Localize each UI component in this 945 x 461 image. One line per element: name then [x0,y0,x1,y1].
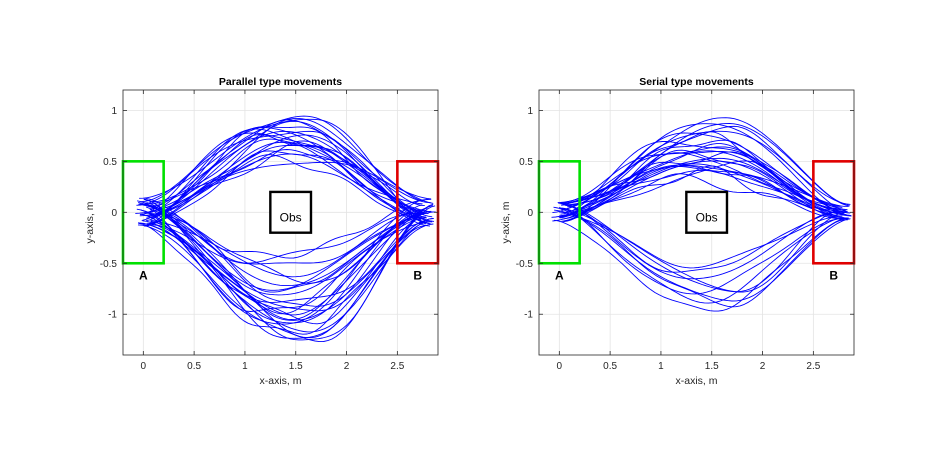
chart-title: Parallel type movements [219,76,342,88]
trajectory-line [143,199,421,321]
trajectory-line [149,134,425,207]
trajectory-line [150,205,431,341]
region-label-b: B [829,269,838,283]
y-tick-label: -0.5 [100,259,118,270]
y-tick-label: -1 [524,310,533,321]
obstacle-label: Obs [280,210,302,224]
parallel-movements-plot: A B Obs 0 0.5 1 1.5 2 2.5 -1 -0.5 0 0.5 1 Parallel typ… [84,76,440,387]
trajectory-group [135,115,436,343]
trajectory-line [143,198,427,339]
trajectory-line [150,138,422,220]
trajectory-line [147,141,425,225]
trajectory-line [558,152,838,218]
trajectory-line [557,146,852,217]
trajectory-line [561,123,845,214]
axes-frame [538,89,855,356]
trajectory-line [136,130,432,206]
trajectory-line [149,206,432,296]
trajectory-line [142,205,434,316]
y-axis-label: y-axis, m [500,201,512,243]
x-axis-label: x-axis, m [260,375,302,387]
trajectory-line [563,165,850,220]
y-tick-label: -0.5 [516,259,534,270]
axes-frame [122,89,439,356]
obstacle-label: Obs [696,210,718,224]
x-tick-label: 1.5 [289,361,303,372]
trajectory-line [559,208,845,293]
y-tick-label: 0.5 [103,157,117,168]
y-tick-label: 0 [111,208,117,219]
x-axis-label: x-axis, m [676,375,718,387]
x-tick-label: 2 [760,361,766,372]
trajectory-line [146,120,427,219]
y-tick-label: 0.5 [519,157,533,168]
x-tick-label: 0.5 [603,361,617,372]
trajectory-line [562,207,844,295]
trajectory-line [551,157,839,218]
obstacle-box [269,190,313,234]
trajectory-line [561,149,843,222]
serial-movements-plot: A B Obs 0 0.5 1 1.5 2 2.5 -1 -0.5 0 0.5 1 Serial type … [500,76,856,387]
y-tick-label: 1 [527,106,533,117]
x-tick-label: 1 [242,361,248,372]
trajectory-line [138,202,425,307]
x-tick-label: 2 [344,361,350,372]
chart-title: Serial type movements [639,76,754,88]
trajectory-line [140,205,436,325]
trajectory-line [552,117,849,214]
region-label-a: A [555,269,564,283]
trajectory-line [561,165,843,220]
y-tick-label: 1 [111,106,117,117]
region-label-b: B [413,269,422,283]
x-tick-label: 0 [557,361,563,372]
trajectory-line [137,203,434,343]
trajectory-line [561,203,838,280]
x-tick-label: 1.5 [705,361,719,372]
trajectory-line [563,204,841,273]
trajectory-line [139,198,432,259]
trajectory-line [146,202,421,320]
trajectory-line [138,203,420,264]
x-tick-label: 0 [141,361,147,372]
y-tick-label: 0 [527,208,533,219]
trajectory-line [567,132,849,221]
region-label-a: A [139,269,148,283]
trajectory-line [560,163,846,216]
trajectory-line [145,154,430,225]
trajectory-line [554,209,851,302]
x-tick-label: 1 [658,361,664,372]
trajectory-line [552,160,843,222]
obstacle-box [685,190,729,234]
x-tick-label: 2.5 [390,361,404,372]
trajectory-line [144,128,426,215]
trajectory-line [554,217,849,312]
trajectory-group [551,117,852,312]
trajectory-line [138,222,434,335]
x-tick-label: 2.5 [806,361,820,372]
trajectory-line [136,199,423,325]
trajectory-line [553,206,844,308]
y-tick-label: -1 [108,310,117,321]
trajectory-line [144,134,426,227]
trajectory-line [149,204,423,324]
trajectory-line [139,118,427,225]
trajectory-line [565,151,851,214]
trajectory-line [141,115,434,204]
trajectory-line [561,143,848,211]
trajectory-line [135,161,431,214]
trajectory-line [145,197,432,287]
x-tick-label: 0.5 [187,361,201,372]
trajectory-line [137,218,434,303]
trajectory-line [149,150,436,224]
trajectory-line [558,202,839,293]
y-axis-label: y-axis, m [84,201,96,243]
